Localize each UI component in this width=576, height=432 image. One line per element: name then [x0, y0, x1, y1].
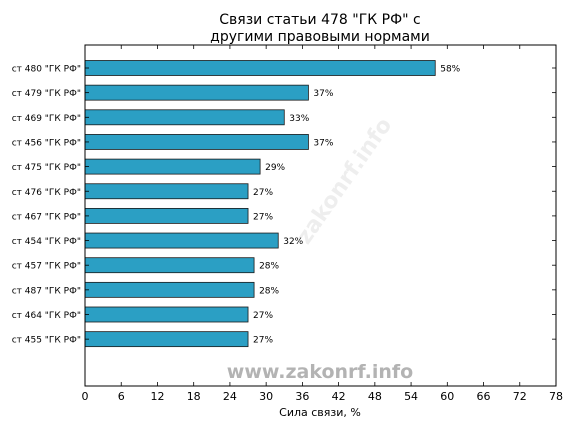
- bar-value-label: 27%: [253, 188, 273, 198]
- bar: [84, 306, 249, 323]
- bar-value-label: 27%: [253, 336, 273, 346]
- category-label: ст 456 "ГК РФ": [12, 138, 81, 148]
- bar: [84, 109, 285, 126]
- bar: [84, 257, 255, 274]
- bar-value-label: 27%: [253, 311, 273, 321]
- bar: [84, 331, 249, 348]
- bar-value-label: 29%: [265, 163, 285, 173]
- category-label: ст 469 "ГК РФ": [12, 114, 81, 124]
- bar: [84, 84, 309, 101]
- watermark-diagonal: zakonrf.info: [292, 114, 397, 250]
- x-tick-label: 42: [332, 390, 346, 403]
- bar: [84, 232, 279, 249]
- bar: [84, 281, 255, 298]
- category-label: ст 457 "ГК РФ": [12, 262, 81, 272]
- category-label: ст 479 "ГК РФ": [12, 89, 81, 99]
- x-tick-label: 66: [477, 390, 491, 403]
- category-label: ст 454 "ГК РФ": [12, 237, 81, 247]
- bar-value-label: 33%: [289, 114, 309, 124]
- category-label: ст 487 "ГК РФ": [12, 286, 81, 296]
- category-label: ст 464 "ГК РФ": [12, 311, 81, 321]
- category-label: ст 455 "ГК РФ": [12, 336, 81, 346]
- bar-value-label: 32%: [283, 237, 303, 247]
- x-tick-label: 60: [440, 390, 454, 403]
- x-tick-label: 54: [404, 390, 418, 403]
- bar-value-label: 37%: [313, 138, 333, 148]
- bar-value-label: 27%: [253, 212, 273, 222]
- category-label: ст 480 "ГК РФ": [12, 65, 81, 75]
- x-tick-label: 48: [368, 390, 382, 403]
- x-tick-label: 36: [295, 390, 309, 403]
- category-label: ст 475 "ГК РФ": [12, 163, 81, 173]
- bar: [84, 134, 309, 150]
- x-tick-label: 12: [150, 390, 164, 403]
- x-tick-label: 78: [549, 390, 563, 403]
- category-label: ст 467 "ГК РФ": [12, 212, 81, 222]
- bar: [84, 60, 436, 76]
- x-tick-label: 72: [513, 390, 527, 403]
- bar-value-label: 37%: [313, 89, 333, 99]
- watermark-main: www.zakonrf.info: [227, 361, 413, 383]
- plot-frame: [84, 44, 557, 387]
- bar: [84, 158, 261, 175]
- bar: [84, 207, 249, 224]
- bar-value-label: 58%: [440, 65, 460, 75]
- x-tick-label: 30: [259, 390, 273, 403]
- bar: [84, 183, 249, 200]
- category-label: ст 476 "ГК РФ": [12, 188, 81, 198]
- x-axis-label: Сила связи, %: [279, 406, 361, 419]
- x-tick-label: 18: [187, 390, 201, 403]
- bar-value-label: 28%: [259, 286, 279, 296]
- chart-title-line-1: Связи статьи 478 "ГК РФ" с: [219, 12, 420, 28]
- x-tick-label: 0: [82, 390, 89, 403]
- x-tick-label: 24: [223, 390, 237, 403]
- x-tick-label: 6: [118, 390, 125, 403]
- chart-title-line-2: другими правовыми нормами: [210, 29, 430, 45]
- bar-value-label: 28%: [259, 262, 279, 272]
